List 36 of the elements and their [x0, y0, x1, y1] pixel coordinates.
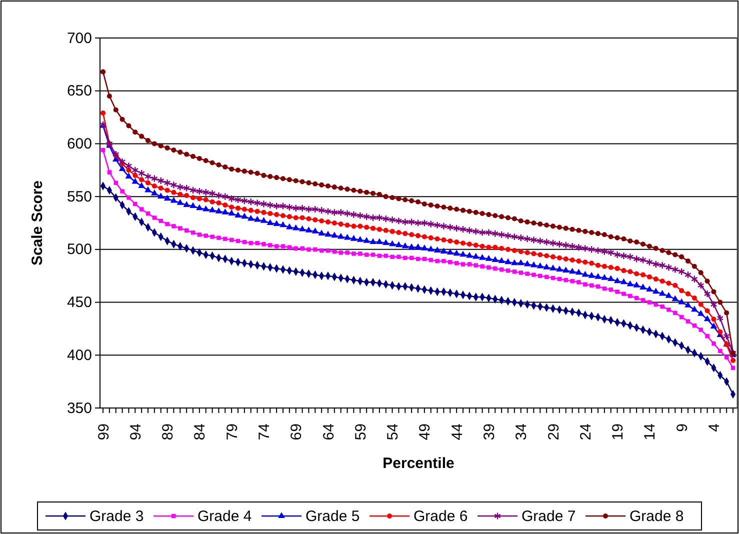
y-tick-label: 650 [66, 82, 92, 100]
legend-label: Grade 4 [198, 508, 252, 525]
y-axis-title: Scale Score [29, 180, 46, 266]
y-tick-label: 500 [66, 241, 92, 258]
x-tick-label: 39 [480, 424, 498, 440]
x-tick-label: 34 [513, 424, 530, 440]
x-tick-label: 74 [256, 424, 273, 440]
legend-label: Grade 7 [522, 508, 576, 525]
x-tick-label: 24 [577, 424, 594, 440]
y-tick-label: 550 [66, 188, 92, 206]
x-tick-label: 69 [288, 424, 306, 440]
legend-label: Grade 6 [414, 508, 468, 525]
x-tick-label: 4 [706, 424, 723, 432]
y-tick-label: 350 [66, 400, 92, 417]
legend-label: Grade 5 [306, 508, 360, 525]
x-tick-label: 44 [448, 424, 466, 440]
y-tick-label: 450 [66, 294, 92, 312]
legend-label: Grade 3 [90, 508, 144, 525]
x-tick-label: 94 [127, 424, 144, 440]
x-tick-label: 99 [95, 424, 112, 440]
y-tick-label: 600 [66, 136, 92, 153]
x-tick-label: 54 [384, 424, 402, 440]
x-tick-label: 9 [674, 424, 691, 432]
x-tick-label: 64 [320, 424, 338, 440]
x-tick-label: 19 [610, 424, 627, 440]
x-tick-label: 89 [160, 424, 177, 440]
x-axis-title: Percentile [382, 455, 454, 472]
x-tick-label: 29 [545, 424, 562, 440]
y-tick-label: 400 [66, 346, 92, 364]
y-tick-label: 700 [66, 30, 92, 47]
x-tick-label: 79 [224, 424, 241, 440]
x-tick-label: 49 [416, 424, 434, 440]
x-tick-label: 84 [192, 424, 209, 440]
legend-label: Grade 8 [630, 508, 684, 525]
x-tick-label: 14 [642, 424, 659, 440]
x-tick-label: 59 [352, 424, 370, 440]
